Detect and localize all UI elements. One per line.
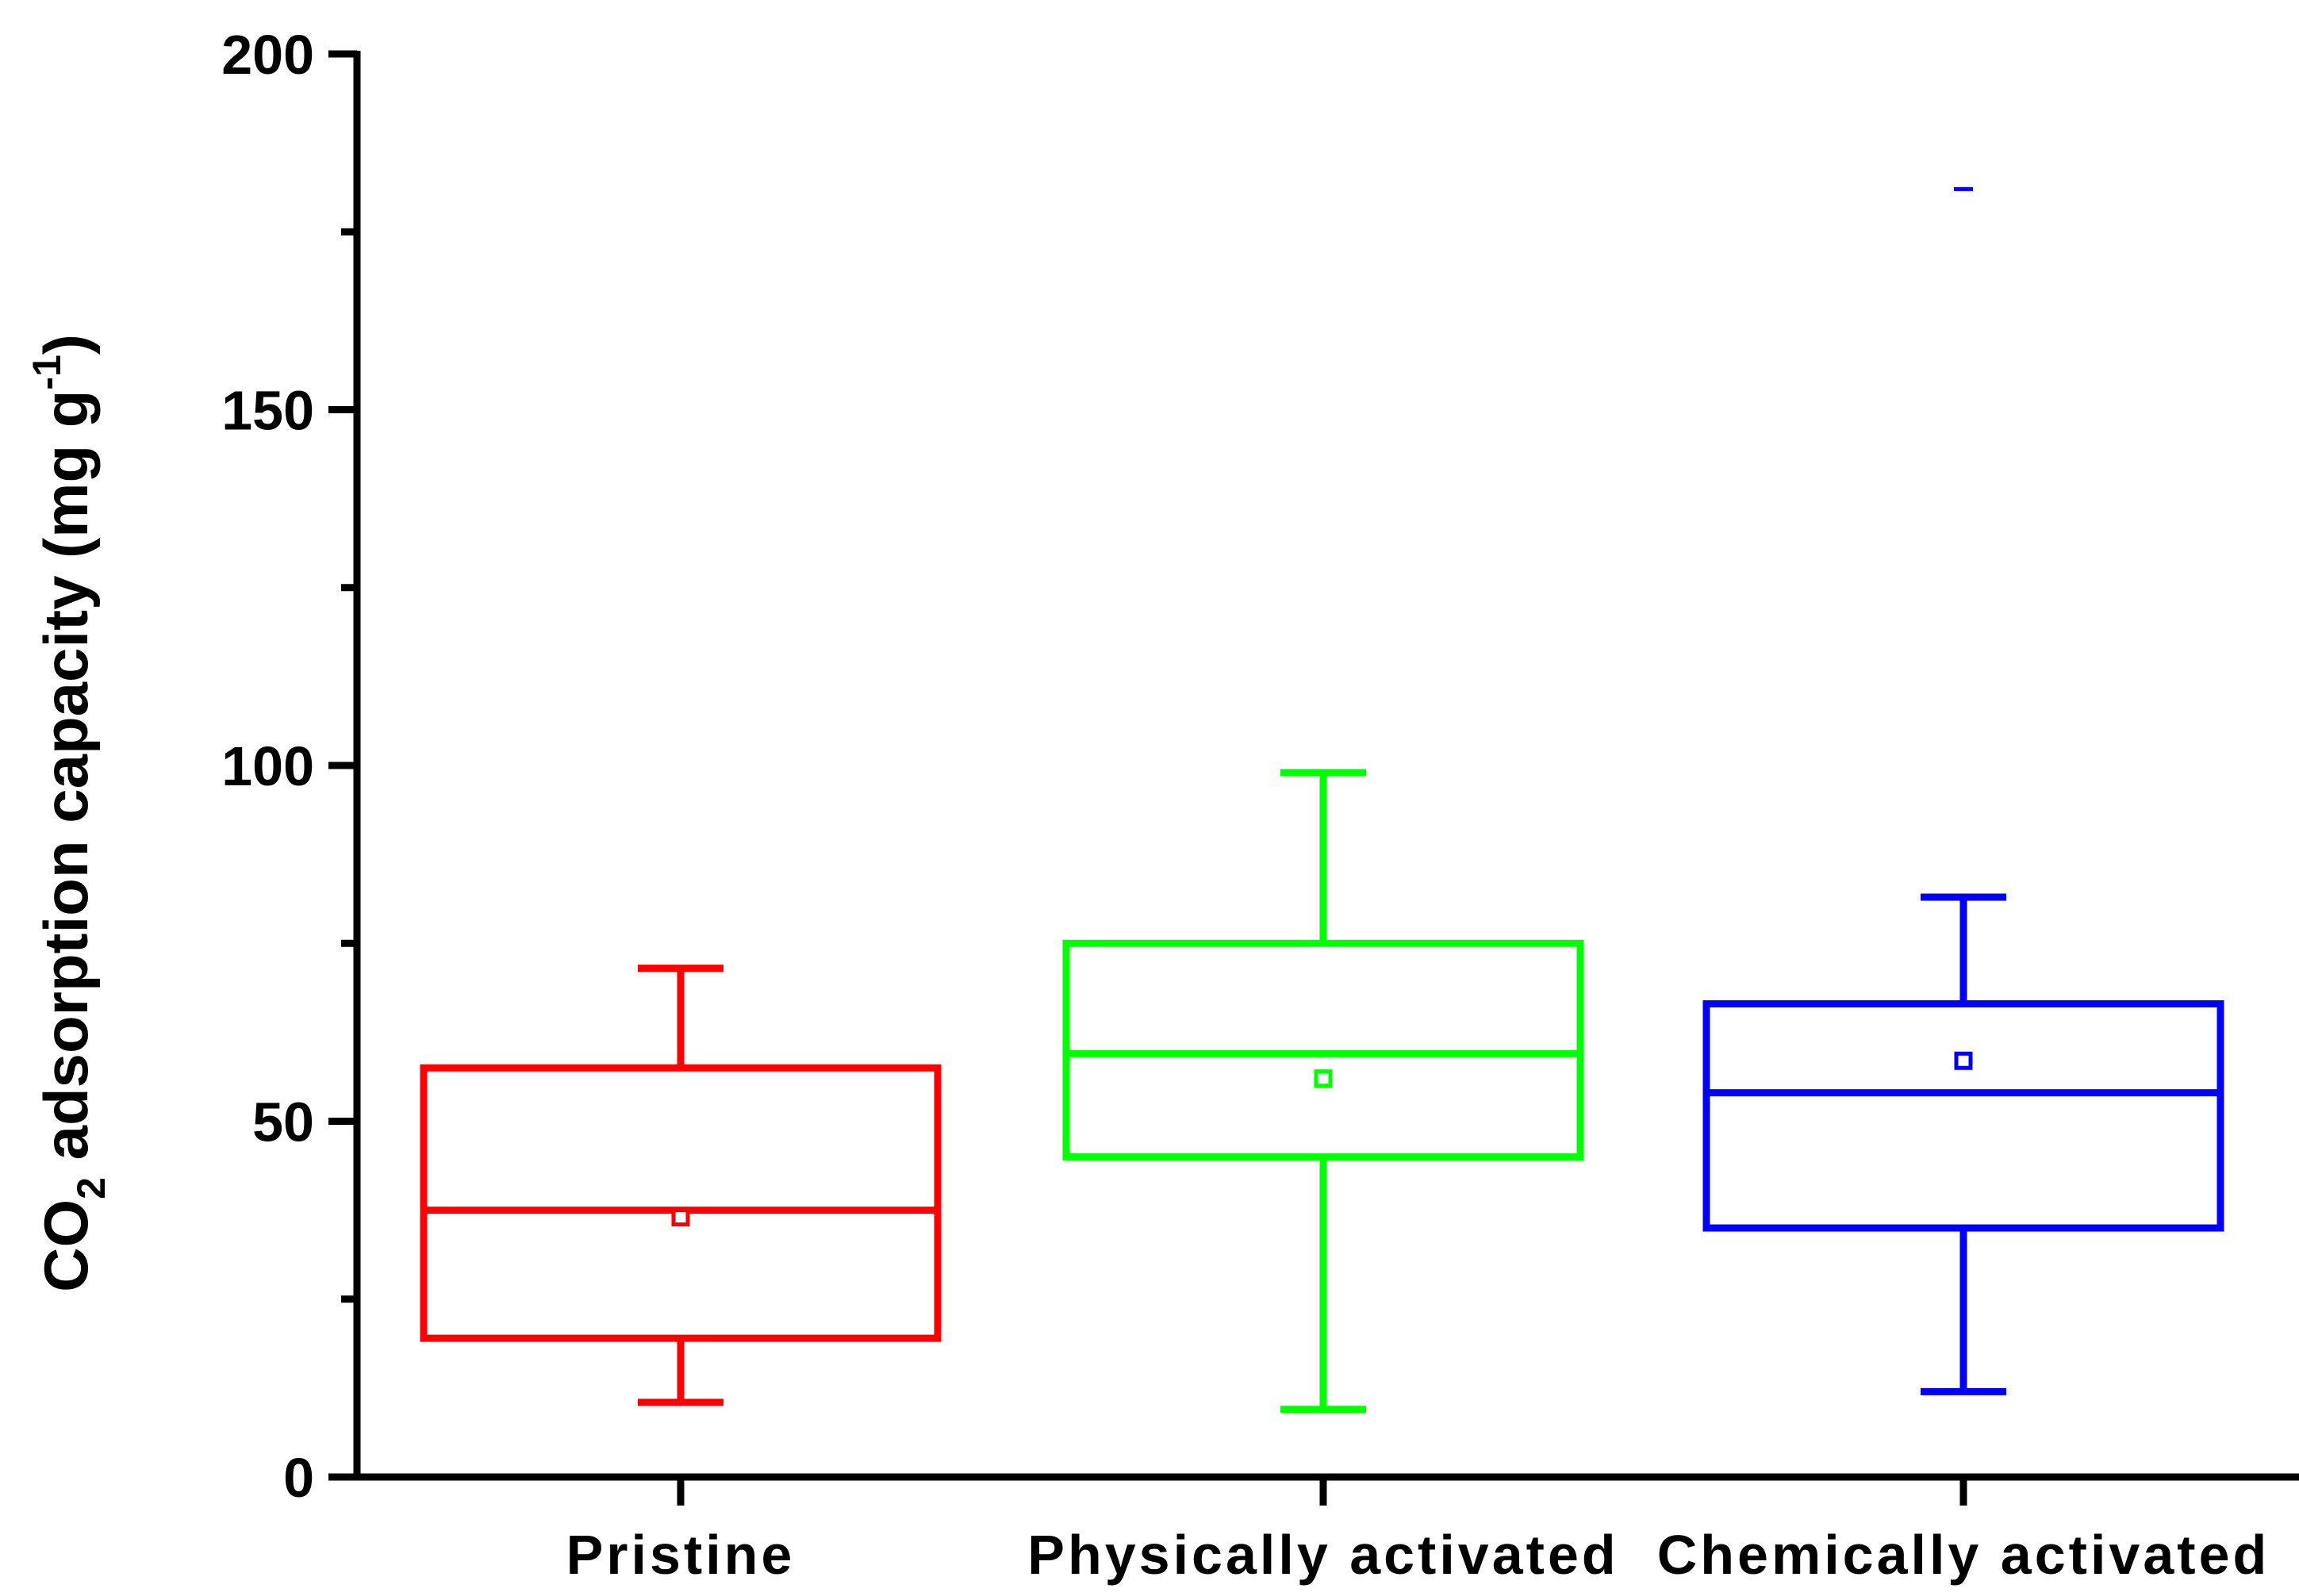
iqr-box	[1702, 999, 2224, 1232]
y-title-superscript: -1	[25, 355, 69, 389]
y-axis: 0 50 100 150 200	[221, 24, 361, 1509]
box-chemically-activated	[1702, 186, 2224, 1395]
x-tick-label: Chemically activated	[1657, 1524, 2270, 1586]
x-tick-label: Physically activated	[1027, 1524, 1618, 1586]
iqr-box	[420, 1064, 942, 1342]
mean-marker	[671, 1208, 690, 1227]
y-tick-label: 200	[221, 24, 314, 86]
y-tick-label: 0	[283, 1447, 314, 1509]
mean-marker	[1954, 1051, 1973, 1070]
mean-marker	[1314, 1069, 1333, 1088]
plot-area	[420, 186, 2224, 1414]
y-tick-label: 50	[252, 1091, 314, 1153]
box-physically-activated	[1062, 769, 1584, 1414]
y-tick-label: 150	[221, 380, 314, 442]
y-tick-label: 100	[221, 735, 314, 797]
y-title-text: CO	[31, 1199, 101, 1292]
y-axis-title: CO2 adsorption capacity (mg g-1)	[25, 334, 113, 1292]
y-title-text: )	[31, 334, 101, 355]
y-title-subscript: 2	[69, 1177, 113, 1199]
box-pristine	[420, 965, 942, 1406]
x-axis: Pristine Physically activated Chemically a…	[354, 1473, 2299, 1586]
x-tick-label: Pristine	[566, 1524, 796, 1586]
y-title-text: adsorption capacity (mg g	[31, 390, 101, 1177]
